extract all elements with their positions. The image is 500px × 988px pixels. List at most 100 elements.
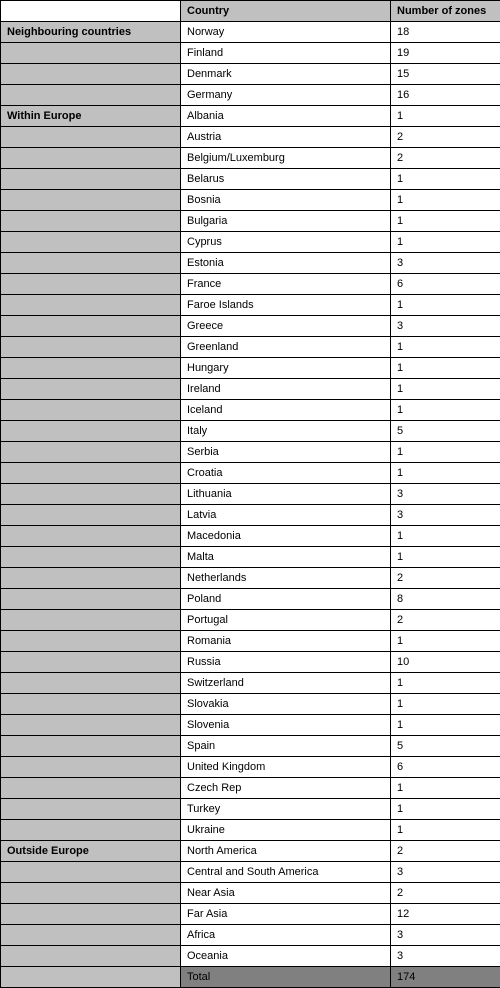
table-row: Neighbouring countriesNorway18 [1,22,500,43]
zones-cell: 1 [391,379,500,400]
country-cell: Cyprus [181,232,391,253]
country-cell: Estonia [181,253,391,274]
country-cell: Austria [181,127,391,148]
country-cell: Near Asia [181,883,391,904]
country-cell: Slovenia [181,715,391,736]
country-cell: Bulgaria [181,211,391,232]
zones-cell: 1 [391,295,500,316]
table-row: Ireland1 [1,379,500,400]
country-cell: Greece [181,316,391,337]
zones-cell: 1 [391,442,500,463]
table-row: Near Asia2 [1,883,500,904]
country-cell: Portugal [181,610,391,631]
zones-cell: 3 [391,484,500,505]
group-label: Neighbouring countries [1,22,181,43]
group-empty [1,442,181,463]
zones-table: CountryNumber of zonesNeighbouring count… [0,0,500,988]
zones-cell: 16 [391,85,500,106]
total-row: Total174 [1,967,500,988]
zones-cell: 19 [391,43,500,64]
zones-cell: 1 [391,190,500,211]
zones-cell: 2 [391,883,500,904]
country-cell: Czech Rep [181,778,391,799]
table-row: Italy5 [1,421,500,442]
country-cell: Greenland [181,337,391,358]
group-empty [1,547,181,568]
country-cell: Bosnia [181,190,391,211]
group-empty [1,484,181,505]
country-cell: Belgium/Luxemburg [181,148,391,169]
zones-cell: 1 [391,400,500,421]
table-row: Belarus1 [1,169,500,190]
country-cell: Central and South America [181,862,391,883]
zones-cell: 1 [391,337,500,358]
group-empty [1,421,181,442]
zones-cell: 12 [391,904,500,925]
country-cell: Switzerland [181,673,391,694]
zones-cell: 1 [391,358,500,379]
group-label: Within Europe [1,106,181,127]
country-cell: United Kingdom [181,757,391,778]
zones-cell: 18 [391,22,500,43]
total-value: 174 [391,967,500,988]
country-cell: Iceland [181,400,391,421]
zones-cell: 10 [391,652,500,673]
country-cell: Hungary [181,358,391,379]
zones-cell: 2 [391,148,500,169]
group-empty [1,211,181,232]
group-empty [1,904,181,925]
country-cell: Finland [181,43,391,64]
table-row: United Kingdom6 [1,757,500,778]
group-empty [1,127,181,148]
country-cell: Russia [181,652,391,673]
group-empty [1,43,181,64]
group-empty [1,799,181,820]
zones-cell: 3 [391,862,500,883]
zones-cell: 1 [391,694,500,715]
country-cell: Netherlands [181,568,391,589]
table-row: Lithuania3 [1,484,500,505]
zones-cell: 1 [391,673,500,694]
group-empty [1,673,181,694]
group-empty [1,925,181,946]
country-cell: Spain [181,736,391,757]
country-cell: Far Asia [181,904,391,925]
group-empty [1,316,181,337]
zones-cell: 5 [391,421,500,442]
zones-cell: 3 [391,925,500,946]
country-cell: Denmark [181,64,391,85]
table-row: Bulgaria1 [1,211,500,232]
table-row: Switzerland1 [1,673,500,694]
country-cell: Turkey [181,799,391,820]
table-row: France6 [1,274,500,295]
country-cell: Lithuania [181,484,391,505]
zones-cell: 1 [391,715,500,736]
zones-cell: 5 [391,736,500,757]
header-blank [1,1,181,22]
group-empty [1,505,181,526]
country-cell: Latvia [181,505,391,526]
zones-cell: 1 [391,232,500,253]
group-empty [1,148,181,169]
group-empty [1,253,181,274]
group-empty [1,883,181,904]
zones-cell: 1 [391,169,500,190]
table-row: Slovakia1 [1,694,500,715]
country-cell: Albania [181,106,391,127]
table-row: Greenland1 [1,337,500,358]
table-row: Central and South America3 [1,862,500,883]
table-row: Poland8 [1,589,500,610]
zones-cell: 1 [391,799,500,820]
zones-cell: 1 [391,463,500,484]
group-empty [1,820,181,841]
group-empty [1,694,181,715]
group-empty [1,967,181,988]
table-row: Malta1 [1,547,500,568]
country-cell: Malta [181,547,391,568]
group-empty [1,169,181,190]
zones-cell: 1 [391,526,500,547]
table-row: Macedonia1 [1,526,500,547]
country-cell: Germany [181,85,391,106]
table-row: Belgium/Luxemburg2 [1,148,500,169]
header-zones: Number of zones [391,1,500,22]
